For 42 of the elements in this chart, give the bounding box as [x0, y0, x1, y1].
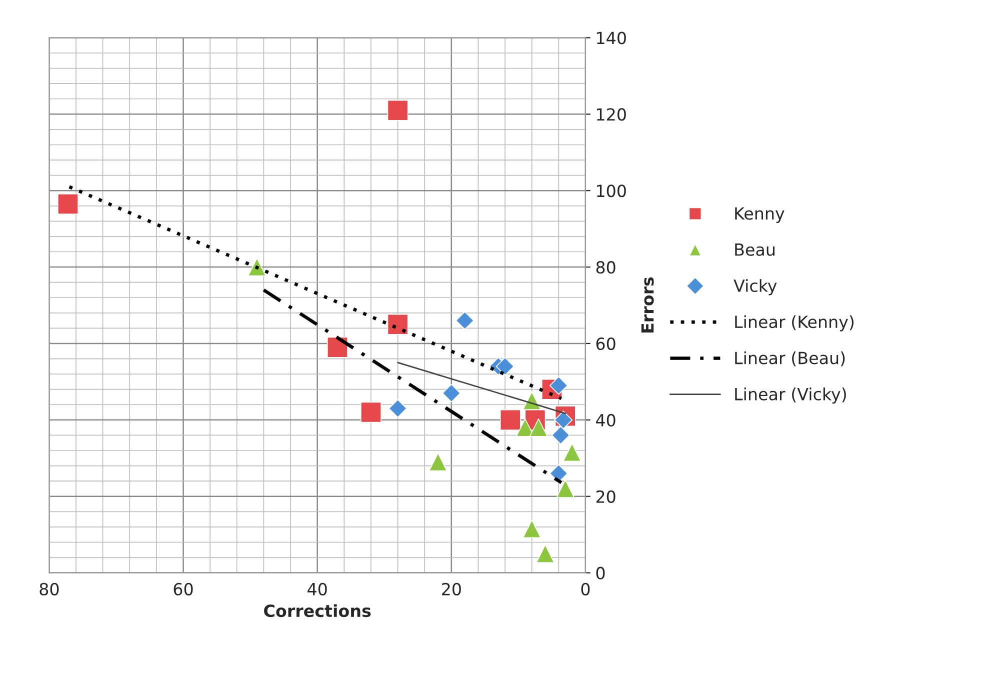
- y-axis-title: Errors: [641, 277, 654, 332]
- point: [456, 311, 474, 330]
- point: [360, 402, 382, 423]
- point: [387, 100, 408, 121]
- point: [554, 410, 573, 430]
- legend-label: Vicky: [734, 279, 777, 296]
- point: [57, 194, 78, 214]
- legend-label: Beau: [735, 244, 774, 256]
- x-tick-label: 0: [581, 582, 590, 596]
- point: [442, 384, 461, 402]
- point: [516, 418, 534, 437]
- point: [326, 336, 348, 358]
- y-tick-label: 60: [596, 337, 616, 350]
- legend-label: Linear (Vicky): [735, 388, 846, 404]
- x-axis-title: Corrections: [264, 604, 371, 618]
- point: [248, 258, 266, 276]
- legend-label: Linear (Kenny): [735, 315, 854, 332]
- x-tick-label: 80: [40, 582, 59, 596]
- x-tick-label: 40: [308, 582, 327, 596]
- point: [551, 426, 570, 444]
- point: [500, 409, 521, 430]
- y-tick-label: 140: [597, 32, 626, 44]
- point: [522, 520, 542, 538]
- point: [562, 443, 582, 462]
- y-tick-label: 100: [597, 184, 626, 198]
- legend-label: Linear (Beau): [735, 351, 845, 366]
- point: [536, 544, 554, 563]
- point: [496, 357, 514, 376]
- x-tick-label: 20: [442, 582, 461, 596]
- point: [549, 376, 568, 395]
- y-tick-label: 0: [596, 566, 605, 580]
- point: [556, 480, 575, 498]
- y-tick-label: 120: [597, 108, 626, 121]
- point: [388, 399, 407, 418]
- y-tick-label: 20: [596, 490, 616, 503]
- point: [529, 418, 548, 437]
- point: [428, 452, 448, 472]
- point: [387, 314, 408, 335]
- y-tick-label: 40: [596, 414, 616, 426]
- x-tick-label: 60: [174, 582, 193, 596]
- legend-label: Kenny: [735, 207, 784, 224]
- y-tick-label: 80: [596, 261, 616, 274]
